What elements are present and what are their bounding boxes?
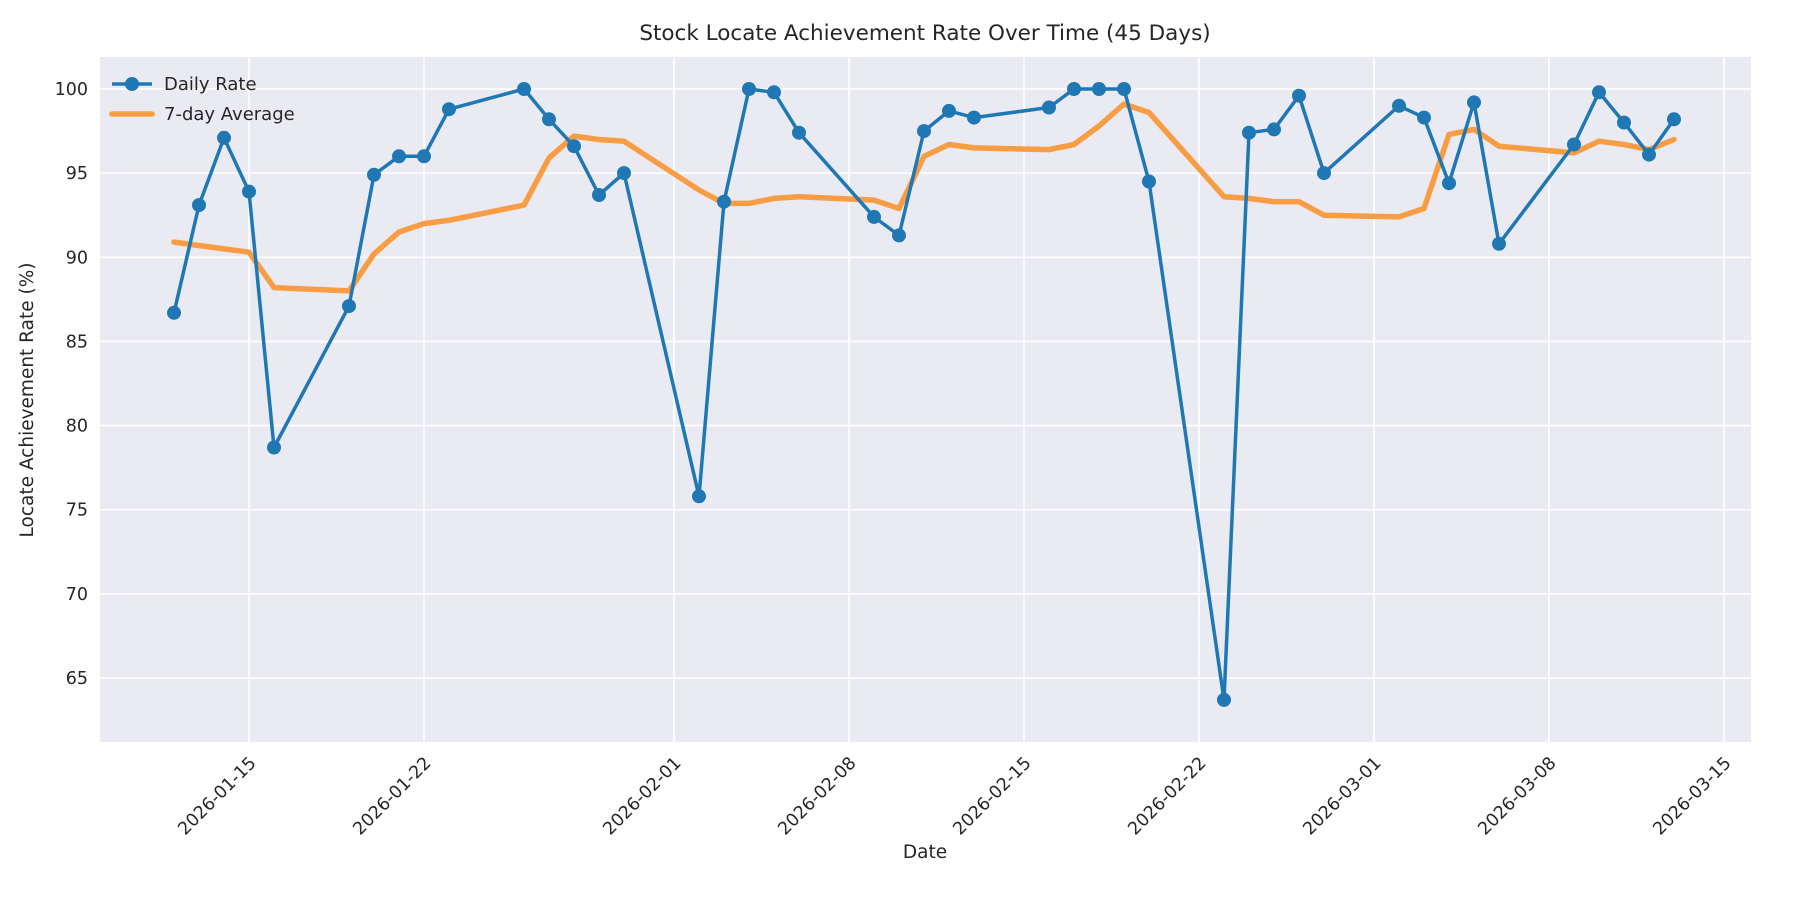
data-point-marker bbox=[1142, 174, 1156, 189]
x-tick-label: 2026-02-22 bbox=[1124, 753, 1210, 839]
x-tick-label: 2026-02-15 bbox=[949, 753, 1035, 839]
data-point-marker bbox=[1267, 122, 1281, 137]
data-point-marker bbox=[967, 110, 981, 125]
daily-rate-marker-swatch bbox=[125, 77, 139, 91]
legend-entry-7day-average: 7-day Average bbox=[109, 104, 295, 125]
data-point-marker bbox=[792, 125, 806, 140]
data-point-marker bbox=[442, 102, 456, 117]
data-point-marker bbox=[1442, 176, 1456, 191]
chart-title: Stock Locate Achievement Rate Over Time … bbox=[639, 21, 1210, 46]
data-point-marker bbox=[517, 82, 531, 96]
y-tick-label: 75 bbox=[66, 501, 88, 521]
x-tick-label: 2026-02-01 bbox=[599, 753, 685, 839]
y-tick-label: 95 bbox=[66, 164, 88, 184]
legend: Daily Rate 7-day Average bbox=[109, 74, 295, 125]
data-point-marker bbox=[767, 85, 781, 100]
data-point-marker bbox=[892, 228, 906, 243]
data-point-marker bbox=[1392, 98, 1406, 113]
y-tick-label: 80 bbox=[66, 417, 88, 437]
data-point-marker bbox=[1292, 88, 1306, 103]
data-point-marker bbox=[1092, 82, 1106, 96]
data-point-marker bbox=[867, 209, 881, 224]
data-point-marker bbox=[267, 440, 281, 455]
x-tick-label: 2026-03-08 bbox=[1474, 753, 1560, 839]
data-point-marker bbox=[192, 198, 206, 213]
y-tick-label: 70 bbox=[66, 585, 88, 605]
data-point-marker bbox=[1567, 137, 1581, 152]
x-tick-label: 2026-03-15 bbox=[1649, 753, 1735, 839]
y-tick-label: 85 bbox=[66, 332, 88, 352]
data-point-marker bbox=[742, 82, 756, 96]
data-point-marker bbox=[942, 103, 956, 118]
data-point-marker bbox=[1667, 112, 1681, 127]
data-point-marker bbox=[1042, 100, 1056, 115]
data-point-marker bbox=[917, 124, 931, 139]
x-axis-label: Date bbox=[903, 842, 947, 863]
y-tick-label: 100 bbox=[55, 80, 88, 100]
x-tick-label: 2026-01-15 bbox=[174, 753, 260, 839]
legend-entry-daily-rate: Daily Rate bbox=[112, 74, 257, 95]
data-point-marker bbox=[1642, 147, 1656, 162]
x-tick-label: 2026-02-08 bbox=[774, 753, 860, 839]
legend-label-7day-average: 7-day Average bbox=[164, 104, 295, 125]
y-tick-label: 90 bbox=[66, 248, 88, 268]
data-point-marker bbox=[1217, 692, 1231, 707]
data-point-marker bbox=[717, 194, 731, 209]
data-point-marker bbox=[417, 149, 431, 164]
data-point-marker bbox=[692, 489, 706, 504]
data-point-marker bbox=[1467, 95, 1481, 110]
data-point-marker bbox=[567, 139, 581, 154]
data-point-marker bbox=[1492, 236, 1506, 251]
data-point-marker bbox=[1242, 125, 1256, 140]
data-point-marker bbox=[242, 184, 256, 199]
data-point-marker bbox=[592, 188, 606, 202]
y-axis-label: Locate Achievement Rate (%) bbox=[17, 263, 38, 538]
data-point-marker bbox=[217, 130, 231, 145]
plot-area bbox=[100, 57, 1751, 742]
data-point-marker bbox=[1317, 166, 1331, 181]
y-tick-label: 65 bbox=[66, 669, 88, 689]
series-lines bbox=[167, 82, 1681, 707]
data-point-marker bbox=[1067, 82, 1081, 96]
x-tick-labels: 2026-01-15 2026-01-22 2026-02-01 2026-02-08… bbox=[174, 753, 1735, 839]
data-point-marker bbox=[542, 112, 556, 127]
data-point-marker bbox=[1617, 115, 1631, 130]
data-point-marker bbox=[1592, 85, 1606, 100]
data-point-marker bbox=[167, 305, 181, 320]
legend-label-daily-rate: Daily Rate bbox=[164, 74, 257, 95]
data-point-marker bbox=[1117, 82, 1131, 96]
data-point-marker bbox=[392, 149, 406, 164]
data-point-marker bbox=[617, 166, 631, 181]
x-tick-label: 2026-01-22 bbox=[349, 753, 435, 839]
x-tick-label: 2026-03-01 bbox=[1299, 753, 1385, 839]
data-point-marker bbox=[367, 167, 381, 182]
data-point-marker bbox=[1417, 110, 1431, 125]
data-point-marker bbox=[342, 299, 356, 314]
y-tick-labels: 65 70 75 80 85 90 95 100 bbox=[55, 80, 88, 689]
